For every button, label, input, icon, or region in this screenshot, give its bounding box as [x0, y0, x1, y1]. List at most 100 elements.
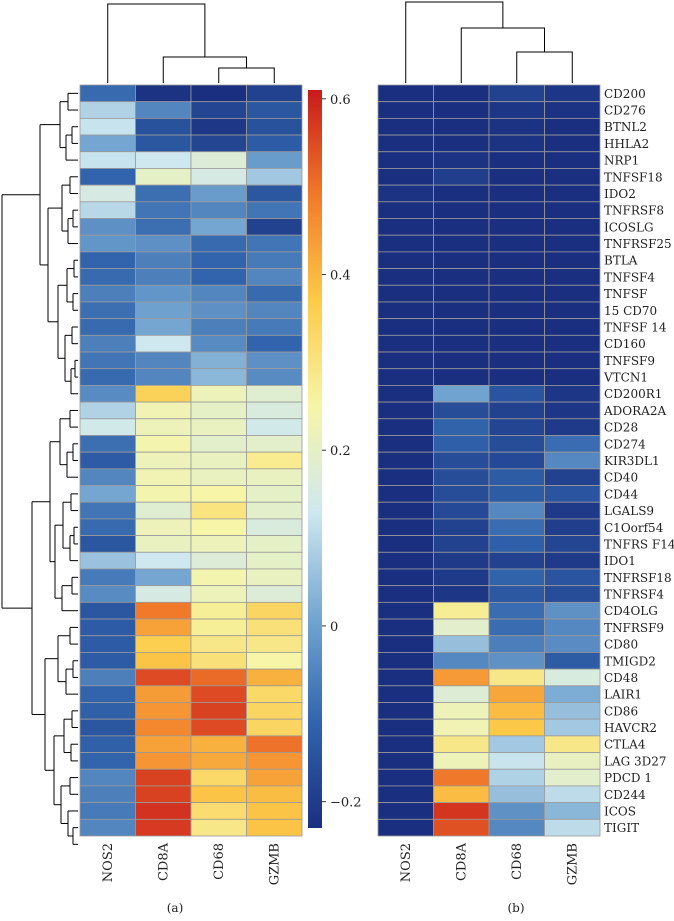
heatmap-cell	[135, 718, 192, 737]
heatmap-cell	[377, 151, 434, 169]
heatmap-cell	[79, 117, 136, 136]
colorbar-ticks: 0.6 0.4 0.2 0 −0.2	[322, 93, 362, 811]
heatmap-cell	[433, 735, 490, 753]
heatmap-cell	[433, 718, 490, 737]
heatmap-cell	[190, 268, 247, 286]
row-label: VTCN1	[603, 371, 648, 385]
heatmap-cell	[544, 134, 601, 153]
heatmap-cell	[246, 301, 303, 320]
heatmap-cell	[190, 535, 247, 553]
heatmap-cell	[488, 818, 545, 837]
heatmap-cell	[246, 368, 303, 386]
row-label: TNFRS F14	[604, 537, 674, 551]
heatmap-cell	[246, 168, 303, 186]
heatmap-cell	[377, 435, 434, 453]
heatmap-cell	[135, 635, 192, 653]
heatmap-cell	[433, 468, 490, 486]
heatmap-cell	[433, 101, 490, 119]
heatmap-cell	[488, 151, 545, 169]
heatmap-cell	[79, 585, 136, 603]
heatmap-cell	[488, 301, 545, 320]
heatmap-cell	[79, 251, 136, 269]
heatmap-cell	[135, 368, 192, 386]
heatmap-cell	[488, 318, 545, 336]
heatmap-cell	[433, 802, 490, 820]
row-label: TNFRSF4	[604, 588, 664, 602]
heatmap-cell	[544, 318, 601, 336]
row-label: TNFRSF25	[604, 237, 672, 251]
heatmap-cell	[377, 501, 434, 520]
heatmap-cell	[544, 768, 601, 787]
colorbar-tick-label: −0.2	[330, 796, 362, 811]
row-label: TNFSF4	[604, 270, 655, 284]
heatmap-cell	[79, 535, 136, 553]
heatmap-cell	[433, 84, 490, 103]
heatmap-cell	[135, 802, 192, 820]
heatmap-cell	[433, 184, 490, 203]
heatmap-cell	[135, 151, 192, 169]
heatmap-cell	[79, 201, 136, 219]
heatmap-cell	[190, 384, 247, 403]
heatmap-cell	[433, 551, 490, 570]
heatmap-cell	[135, 652, 192, 670]
row-label: ADORA2A	[603, 404, 666, 418]
column-label: CD8A	[454, 842, 469, 881]
heatmap-cell	[488, 752, 545, 770]
heatmap-cell	[190, 802, 247, 820]
heatmap-cell	[79, 301, 136, 320]
heatmap-cell	[79, 551, 136, 570]
row-label: C1Oorf54	[604, 521, 664, 535]
heatmap-cell	[135, 435, 192, 453]
heatmap-cell	[135, 234, 192, 253]
heatmap-cell	[79, 652, 136, 670]
row-dendrogram-a	[1, 92, 78, 845]
heatmap-cell	[433, 117, 490, 136]
heatmap-cell	[377, 251, 434, 269]
heatmap-cell	[544, 485, 601, 503]
heatmap-cell	[377, 785, 434, 804]
row-label: TNFRSF18	[604, 571, 672, 585]
heatmap-cell	[488, 468, 545, 486]
heatmap-cell	[544, 601, 601, 620]
heatmap-cell	[135, 785, 192, 804]
heatmap-cell	[190, 368, 247, 386]
heatmap-cell	[433, 635, 490, 653]
heatmap-cell	[135, 418, 192, 436]
heatmap-cell	[246, 201, 303, 219]
heatmap-cell	[488, 101, 545, 119]
heatmap-cell	[79, 384, 136, 403]
heatmap-cell	[79, 418, 136, 436]
heatmap-cell	[79, 168, 136, 186]
heatmap-cell	[377, 718, 434, 737]
heatmap-cell	[79, 101, 136, 119]
heatmap-cell	[246, 101, 303, 119]
panel-label-a: (a)	[167, 901, 184, 915]
heatmap-cell	[544, 151, 601, 169]
heatmap-cell	[246, 601, 303, 620]
row-label: HHLA2	[604, 137, 649, 151]
heatmap-cell	[246, 752, 303, 770]
heatmap-cell	[544, 818, 601, 837]
heatmap-cell	[377, 518, 434, 537]
heatmap-cell	[377, 234, 434, 253]
heatmap-cell	[377, 318, 434, 336]
row-label: CD44	[604, 487, 638, 501]
heatmap-cell	[135, 301, 192, 320]
heatmap-cell	[377, 301, 434, 320]
heatmap-cell	[433, 585, 490, 603]
heatmap-cell	[135, 668, 192, 687]
heatmap-cell	[246, 485, 303, 503]
row-label: TNFSF9	[604, 354, 655, 368]
heatmap-cell	[135, 735, 192, 753]
heatmap-cell	[544, 802, 601, 820]
heatmap-cell	[135, 251, 192, 269]
heatmap-cell	[377, 451, 434, 470]
heatmap-cell	[433, 501, 490, 520]
heatmap-cell	[79, 318, 136, 336]
heatmap-cell	[544, 384, 601, 403]
heatmap-cell	[433, 818, 490, 837]
heatmap-cell	[135, 351, 192, 370]
heatmap-cell	[135, 535, 192, 553]
heatmap-cell	[79, 501, 136, 520]
row-label: TNFSF	[604, 287, 647, 301]
